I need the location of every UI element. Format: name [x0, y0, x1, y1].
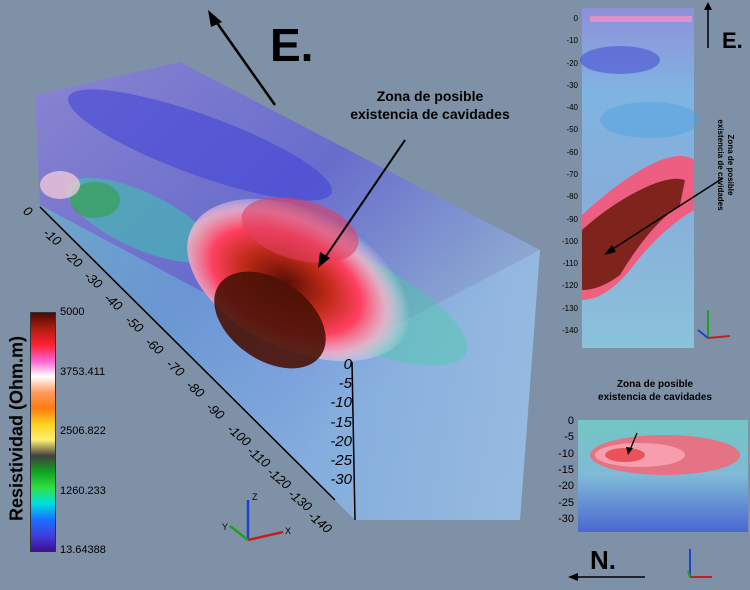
main-cavity-annotation: Zona de posible existencia de cavidades: [350, 88, 510, 122]
axis-tick-label: -30: [558, 513, 574, 525]
axis-tick-label: -15: [330, 413, 352, 431]
axis-tick-label: -90: [566, 214, 578, 224]
axis-tick-label: -10: [566, 36, 578, 46]
colorbar-tick-label: 1260.233: [60, 484, 106, 497]
axis-tick-label: -30: [566, 80, 578, 90]
axis-tick-label: -40: [566, 103, 578, 113]
axis-tick-label: -60: [566, 147, 578, 157]
axis-tick-label: -50: [566, 125, 578, 135]
axis-tick-label: -20: [330, 432, 352, 450]
axis-tick-label: -120: [561, 281, 578, 291]
axis-tick-label: -70: [566, 170, 578, 179]
axis-tick-label: -25: [558, 496, 574, 509]
axis-tick-label: -100: [561, 236, 578, 246]
section-view-graphic: [568, 420, 748, 581]
axis-tick-label: -5: [564, 431, 574, 444]
axis-tick-label: 0: [567, 415, 574, 427]
side-view-panel: E. Zona de posible existencia de cavidad…: [560, 0, 750, 360]
axis-tick-label: -10: [330, 394, 352, 412]
colorbar-tick-label: 5000: [60, 306, 85, 318]
axis-tick-label: 0: [343, 356, 352, 373]
main-axis-z-label: Z: [252, 492, 258, 502]
colorbar-tick-label: 13.64388: [60, 544, 106, 556]
axis-tick-label: -20: [566, 58, 578, 68]
main-axis-triad: [229, 500, 284, 542]
section-cavity-annotation: Zona de posible existencia de cavidades: [598, 379, 712, 403]
axis-tick-label: -10: [558, 447, 574, 460]
side-view-graphic: [580, 2, 731, 348]
colorbar-tick-label: 2506.822: [60, 425, 106, 437]
axis-tick-label: -20: [558, 480, 574, 493]
main-axis-x-label: X: [285, 526, 292, 536]
side-axis-triad: [697, 310, 731, 339]
main-3d-view: E. Zona de posible existencia de cavidad…: [20, 10, 540, 542]
side-direction-label: E.: [722, 28, 743, 53]
section-axis-triad: [687, 549, 712, 578]
axis-tick-label: -30: [330, 471, 352, 488]
colorbar-legend: Resistividad (Ohm.m) 5000 3753.411 2506.82…: [0, 300, 130, 560]
colorbar-title: Resistividad (Ohm.m): [6, 335, 27, 522]
colorbar-gradient: [30, 312, 56, 552]
main-direction-label: E.: [270, 19, 314, 71]
colorbar-tick-label: 3753.411: [60, 365, 106, 378]
axis-tick-label: 0: [573, 14, 578, 23]
section-view-panel: Zona de posible existencia de cavidades …: [540, 375, 750, 585]
axis-tick-label: -110: [562, 259, 578, 269]
axis-tick-label: -25: [330, 451, 352, 469]
main-block-graphic: [35, 10, 540, 542]
side-cavity-annotation: Zona de posible existencia de cavidades: [716, 119, 735, 211]
axis-tick-label: -130: [561, 303, 578, 313]
axis-tick-label: -140: [561, 326, 578, 335]
axis-tick-label: -80: [566, 192, 578, 202]
axis-tick-label: -5: [338, 375, 352, 393]
axis-tick-label: -15: [558, 464, 574, 476]
section-direction-label: N.: [590, 545, 616, 575]
main-axis-y-label: Y: [222, 522, 229, 532]
